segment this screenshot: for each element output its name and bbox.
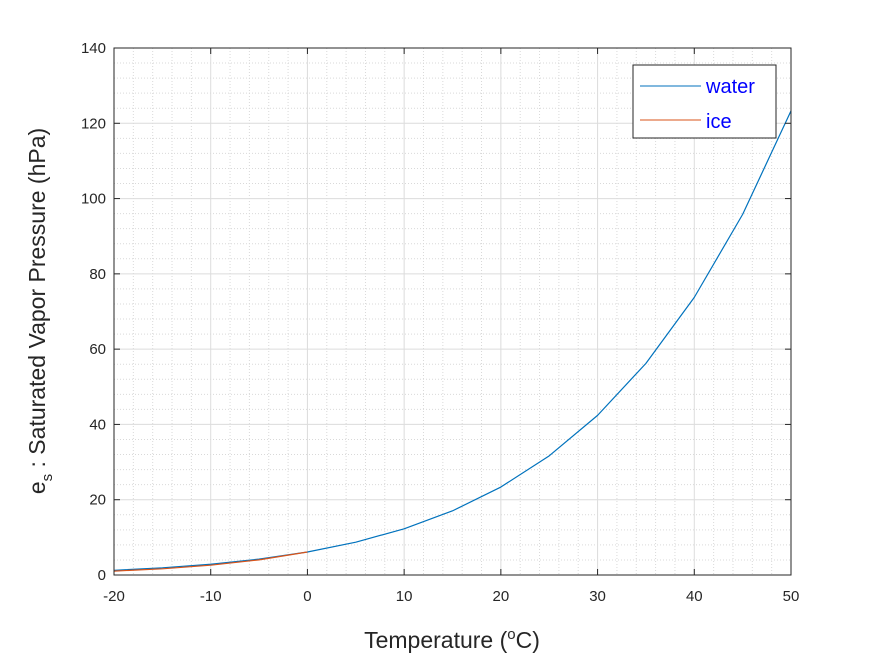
x-tick-label: 10 xyxy=(396,588,413,605)
y-tick-label: 60 xyxy=(89,341,106,358)
y-axis-title: es : Saturated Vapor Pressure (hPa) xyxy=(24,128,56,494)
y-tick-label: 0 xyxy=(98,567,106,584)
y-tick-label: 20 xyxy=(89,492,106,509)
x-tick-label: 0 xyxy=(303,588,311,605)
x-tick-label: -10 xyxy=(200,588,222,605)
legend-box xyxy=(632,64,777,139)
y-tick-label: 100 xyxy=(81,191,106,208)
legend-label-water: water xyxy=(705,76,755,98)
x-tick-label: -20 xyxy=(103,588,125,605)
tick-marks xyxy=(113,47,792,576)
y-tick-label: 140 xyxy=(81,40,106,57)
plot-frame xyxy=(113,47,792,576)
y-axis-title-main: e xyxy=(24,481,50,494)
x-tick-label: 20 xyxy=(493,588,510,605)
series-line-ice xyxy=(113,551,308,572)
y-tick-label: 120 xyxy=(81,115,106,132)
x-tick-labels: -20 -10 0 10 20 30 40 50 xyxy=(103,588,799,605)
x-tick-label: 40 xyxy=(686,588,703,605)
legend-label-ice: ice xyxy=(706,111,732,133)
y-axis-title-subscript: s xyxy=(39,474,56,482)
x-axis-title-unit: C) xyxy=(516,627,540,653)
y-axis-title-rest: : Saturated Vapor Pressure (hPa) xyxy=(24,128,50,474)
y-tick-labels: 0 20 40 60 80 100 120 140 xyxy=(81,40,106,584)
series-layer xyxy=(113,110,792,572)
x-axis-title-degree: o xyxy=(507,626,515,643)
y-tick-label: 40 xyxy=(89,416,106,433)
series-line-water xyxy=(113,110,792,571)
x-tick-label: 50 xyxy=(783,588,800,605)
y-tick-label: 80 xyxy=(89,266,106,283)
legend: water ice xyxy=(632,64,777,139)
x-tick-label: 30 xyxy=(589,588,606,605)
x-axis-title-main: Temperature ( xyxy=(364,627,508,653)
x-axis-title: Temperature (oC) xyxy=(364,626,540,653)
